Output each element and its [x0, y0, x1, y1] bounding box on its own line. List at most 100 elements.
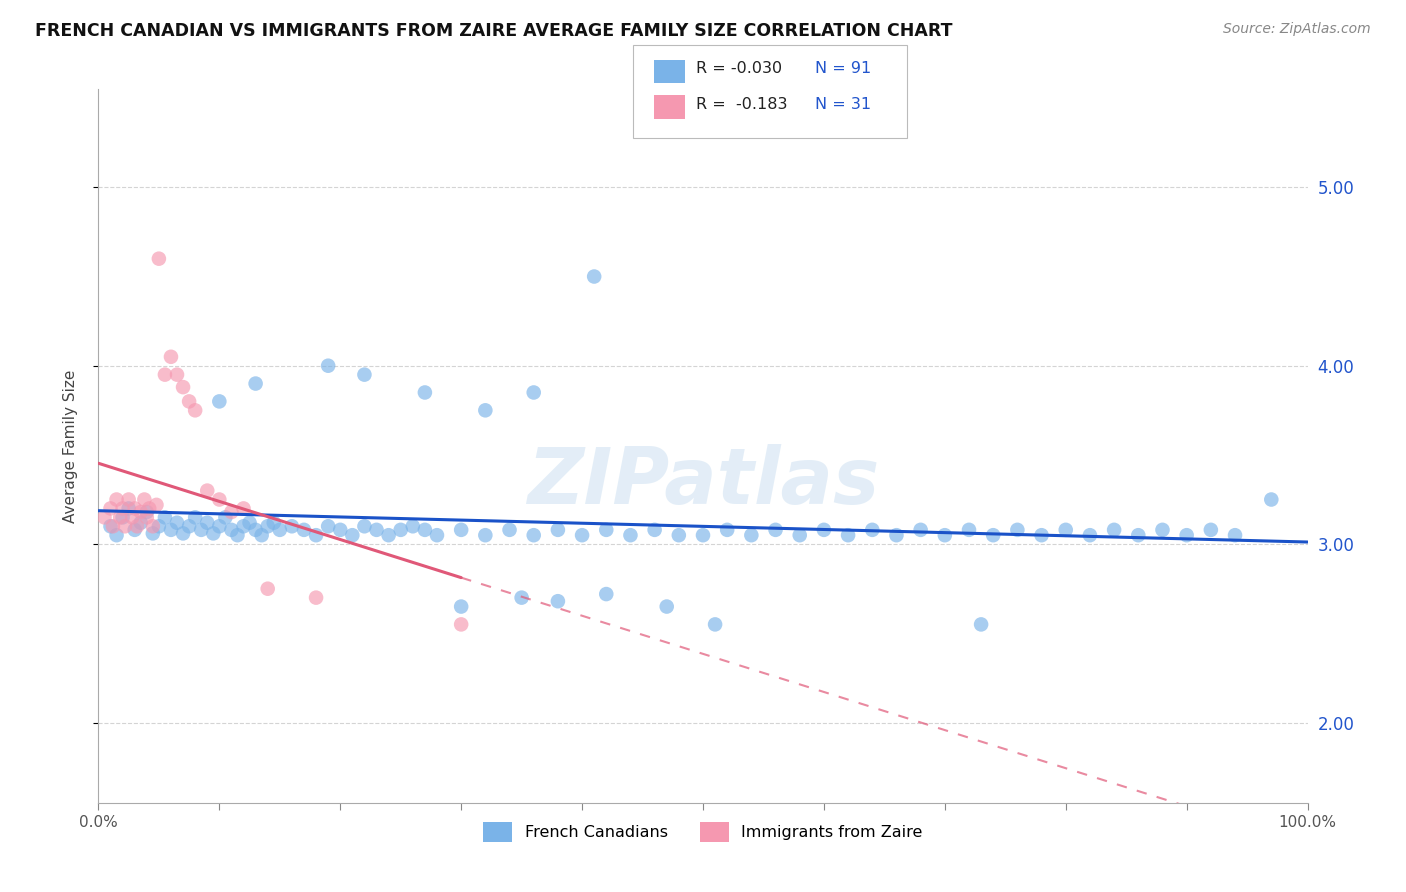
French Canadians: [1175, 528, 1198, 542]
French Canadians: [474, 528, 496, 542]
Immigrants from Zaire: [108, 510, 131, 524]
French Canadians: [402, 519, 425, 533]
French Canadians: [981, 528, 1004, 542]
French Canadians: [716, 523, 738, 537]
French Canadians: [269, 523, 291, 537]
French Canadians: [789, 528, 811, 542]
French Canadians: [474, 403, 496, 417]
Immigrants from Zaire: [172, 380, 194, 394]
Immigrants from Zaire: [138, 501, 160, 516]
French Canadians: [124, 523, 146, 537]
French Canadians: [111, 510, 134, 524]
French Canadians: [1260, 492, 1282, 507]
French Canadians: [1128, 528, 1150, 542]
French Canadians: [413, 385, 436, 400]
Y-axis label: Average Family Size: Average Family Size: [63, 369, 77, 523]
French Canadians: [910, 523, 932, 537]
Text: Source: ZipAtlas.com: Source: ZipAtlas.com: [1223, 22, 1371, 37]
French Canadians: [547, 523, 569, 537]
French Canadians: [704, 617, 727, 632]
Immigrants from Zaire: [256, 582, 278, 596]
French Canadians: [668, 528, 690, 542]
French Canadians: [190, 523, 212, 537]
French Canadians: [245, 523, 267, 537]
French Canadians: [510, 591, 533, 605]
French Canadians: [105, 528, 128, 542]
Immigrants from Zaire: [124, 501, 146, 516]
French Canadians: [129, 516, 152, 530]
French Canadians: [305, 528, 328, 542]
Immigrants from Zaire: [305, 591, 328, 605]
Immigrants from Zaire: [93, 510, 115, 524]
French Canadians: [202, 526, 225, 541]
French Canadians: [316, 359, 339, 373]
French Canadians: [957, 523, 980, 537]
French Canadians: [655, 599, 678, 614]
Immigrants from Zaire: [208, 492, 231, 507]
French Canadians: [239, 516, 262, 530]
French Canadians: [256, 519, 278, 533]
Immigrants from Zaire: [179, 394, 201, 409]
Immigrants from Zaire: [153, 368, 176, 382]
French Canadians: [226, 528, 249, 542]
Immigrants from Zaire: [166, 368, 188, 382]
French Canadians: [837, 528, 859, 542]
French Canadians: [450, 523, 472, 537]
French Canadians: [1078, 528, 1101, 542]
French Canadians: [353, 519, 375, 533]
French Canadians: [153, 510, 176, 524]
French Canadians: [232, 519, 254, 533]
French Canadians: [221, 523, 243, 537]
French Canadians: [135, 505, 157, 519]
Immigrants from Zaire: [111, 501, 134, 516]
French Canadians: [366, 523, 388, 537]
French Canadians: [172, 526, 194, 541]
French Canadians: [934, 528, 956, 542]
French Canadians: [389, 523, 412, 537]
Immigrants from Zaire: [145, 498, 167, 512]
French Canadians: [292, 523, 315, 537]
French Canadians: [426, 528, 449, 542]
French Canadians: [595, 523, 617, 537]
Immigrants from Zaire: [148, 252, 170, 266]
French Canadians: [498, 523, 520, 537]
French Canadians: [692, 528, 714, 542]
French Canadians: [179, 519, 201, 533]
Text: N = 91: N = 91: [815, 62, 872, 76]
French Canadians: [353, 368, 375, 382]
French Canadians: [413, 523, 436, 537]
French Canadians: [316, 519, 339, 533]
French Canadians: [281, 519, 304, 533]
French Canadians: [583, 269, 606, 284]
French Canadians: [195, 516, 218, 530]
French Canadians: [160, 523, 183, 537]
Immigrants from Zaire: [100, 501, 122, 516]
French Canadians: [342, 528, 364, 542]
French Canadians: [214, 510, 236, 524]
French Canadians: [523, 385, 546, 400]
Immigrants from Zaire: [121, 510, 143, 524]
Immigrants from Zaire: [195, 483, 218, 498]
French Canadians: [740, 528, 762, 542]
Immigrants from Zaire: [135, 510, 157, 524]
Immigrants from Zaire: [118, 492, 141, 507]
Immigrants from Zaire: [160, 350, 183, 364]
Legend: French Canadians, Immigrants from Zaire: French Canadians, Immigrants from Zaire: [477, 816, 929, 848]
French Canadians: [1152, 523, 1174, 537]
Immigrants from Zaire: [221, 505, 243, 519]
French Canadians: [329, 523, 352, 537]
Immigrants from Zaire: [105, 492, 128, 507]
French Canadians: [166, 516, 188, 530]
French Canadians: [813, 523, 835, 537]
Text: R = -0.030: R = -0.030: [696, 62, 782, 76]
French Canadians: [450, 599, 472, 614]
Immigrants from Zaire: [114, 519, 136, 533]
French Canadians: [245, 376, 267, 391]
Text: FRENCH CANADIAN VS IMMIGRANTS FROM ZAIRE AVERAGE FAMILY SIZE CORRELATION CHART: FRENCH CANADIAN VS IMMIGRANTS FROM ZAIRE…: [35, 22, 953, 40]
French Canadians: [377, 528, 399, 542]
Immigrants from Zaire: [101, 519, 124, 533]
French Canadians: [886, 528, 908, 542]
French Canadians: [1054, 523, 1077, 537]
Text: R =  -0.183: R = -0.183: [696, 97, 787, 112]
Immigrants from Zaire: [134, 492, 156, 507]
